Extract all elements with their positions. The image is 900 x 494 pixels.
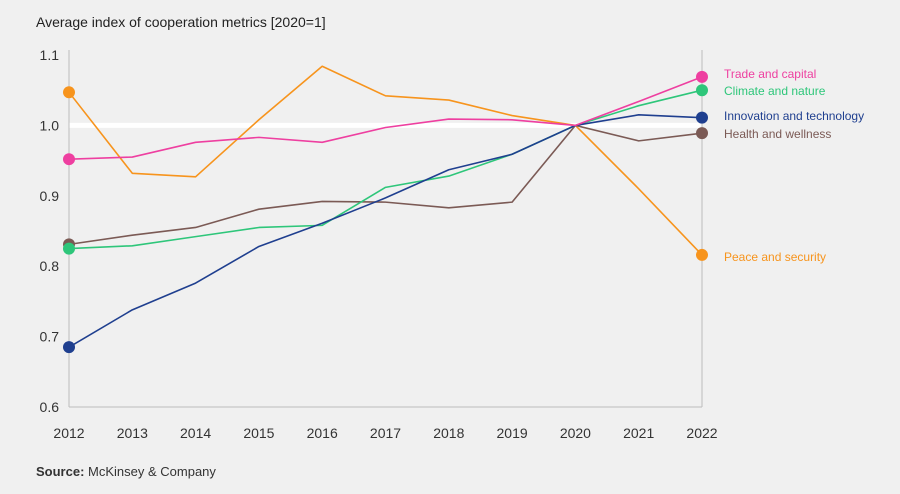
series-line-trade-and-capital [68,76,703,160]
legend-label-trade-and-capital: Trade and capital [724,67,816,81]
series-start-point-trade-and-capital [63,153,75,166]
series-line-health-and-wellness [68,124,703,246]
series-start-point-peace-and-security [63,86,75,99]
axis-layer: 0.6 0.7 0.8 0.9 1.0 1.1 2012 2013 2014 2015 2016 20… [40,47,718,441]
series-end-point-climate-and-nature [696,84,708,97]
x-tick-label: 2017 [370,425,401,441]
series-line-innovation-and-technology [68,114,703,348]
y-tick-label: 0.8 [40,258,60,274]
series-start-point-innovation-and-technology [63,341,75,354]
y-tick-label: 0.7 [40,329,60,345]
series-end-point-peace-and-security [696,248,708,261]
x-tick-label: 2014 [180,425,211,441]
chart-title: Average index of cooperation metrics [20… [36,14,326,30]
legend-label-peace-and-security: Peace and security [724,250,826,264]
x-tick-label: 2012 [53,425,84,441]
source-note: Source: McKinsey & Company [36,464,216,479]
series-layer [68,65,703,348]
x-tick-label: 2021 [623,425,654,441]
y-tick-label: 0.6 [40,399,60,415]
series-end-point-innovation-and-technology [696,111,708,124]
series-start-point-climate-and-nature [63,242,75,255]
source-text: McKinsey & Company [88,464,216,479]
legend-label-health-and-wellness: Health and wellness [724,127,831,141]
x-tick-label: 2016 [307,425,338,441]
x-tick-label: 2019 [497,425,528,441]
x-tick-label: 2013 [117,425,148,441]
series-line-climate-and-nature [68,89,703,250]
legend-label-climate-and-nature: Climate and nature [724,84,826,98]
x-tick-label: 2020 [560,425,591,441]
series-end-point-trade-and-capital [696,70,708,83]
marker-layer [63,70,708,354]
legend-layer: Peace and security Health and wellness Cli… [724,67,864,264]
x-tick-label: 2015 [243,425,274,441]
y-tick-label: 1.0 [40,117,60,133]
series-line-peace-and-security [68,65,703,256]
y-tick-label: 1.1 [40,47,60,63]
x-tick-label: 2018 [433,425,464,441]
series-end-point-health-and-wellness [696,127,708,140]
source-label: Source: [36,464,85,479]
y-tick-label: 0.9 [40,188,60,204]
legend-label-innovation-and-technology: Innovation and technology [724,109,864,123]
x-tick-label: 2022 [686,425,717,441]
